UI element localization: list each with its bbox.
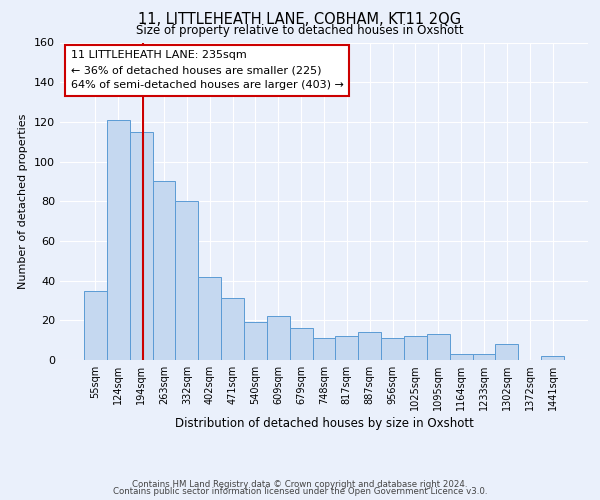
Bar [404,336,427,360]
Bar [244,322,267,360]
Bar [313,338,335,360]
Bar [175,201,198,360]
Bar [496,344,518,360]
Bar [152,182,175,360]
Text: 11 LITTLEHEATH LANE: 235sqm
← 36% of detached houses are smaller (225)
64% of se: 11 LITTLEHEATH LANE: 235sqm ← 36% of det… [71,50,343,90]
Bar [450,354,473,360]
Text: Contains HM Land Registry data © Crown copyright and database right 2024.: Contains HM Land Registry data © Crown c… [132,480,468,489]
Bar [335,336,358,360]
Text: 11, LITTLEHEATH LANE, COBHAM, KT11 2QG: 11, LITTLEHEATH LANE, COBHAM, KT11 2QG [139,12,461,28]
Y-axis label: Number of detached properties: Number of detached properties [19,114,28,289]
Text: Contains public sector information licensed under the Open Government Licence v3: Contains public sector information licen… [113,487,487,496]
Bar [130,132,152,360]
Bar [427,334,450,360]
Bar [381,338,404,360]
Bar [541,356,564,360]
Bar [290,328,313,360]
Text: Size of property relative to detached houses in Oxshott: Size of property relative to detached ho… [136,24,464,37]
Bar [221,298,244,360]
Bar [267,316,290,360]
Bar [473,354,496,360]
Bar [358,332,381,360]
X-axis label: Distribution of detached houses by size in Oxshott: Distribution of detached houses by size … [175,418,473,430]
Bar [198,276,221,360]
Bar [84,290,107,360]
Bar [107,120,130,360]
